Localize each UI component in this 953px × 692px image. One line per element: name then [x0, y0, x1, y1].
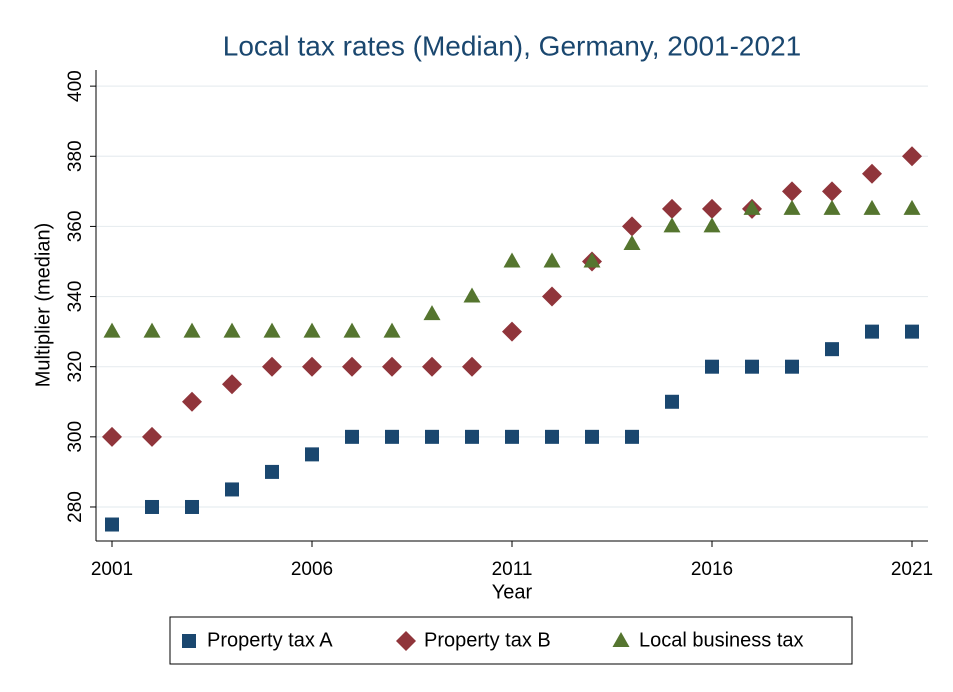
data-point — [502, 321, 522, 342]
data-point — [462, 356, 482, 377]
data-point — [822, 181, 842, 202]
data-point — [585, 429, 599, 444]
data-point — [465, 429, 479, 444]
data-point — [903, 199, 921, 215]
data-point — [422, 356, 442, 377]
x-tick-label: 2006 — [291, 559, 333, 580]
x-axis-label: Year — [492, 581, 533, 603]
data-point — [383, 322, 401, 338]
data-point — [623, 234, 641, 250]
data-point — [703, 217, 721, 233]
data-point — [825, 342, 839, 357]
data-point — [385, 429, 399, 444]
data-point — [862, 163, 882, 184]
legend-marker — [396, 631, 416, 651]
chart-title: Local tax rates (Median), Germany, 2001-… — [223, 30, 801, 61]
data-point — [902, 146, 922, 167]
data-point — [182, 391, 202, 412]
y-tick-label: 280 — [65, 491, 86, 523]
y-tick-label: 340 — [65, 281, 86, 313]
data-point — [865, 324, 879, 339]
data-point — [423, 305, 441, 321]
data-point — [463, 287, 481, 303]
data-point — [143, 322, 161, 338]
data-point — [785, 359, 799, 374]
legend-label: Property tax B — [424, 629, 551, 651]
data-point — [503, 252, 521, 268]
x-tick-label: 2021 — [891, 559, 933, 580]
data-point — [345, 429, 359, 444]
data-point — [185, 499, 199, 514]
data-point — [663, 217, 681, 233]
data-point — [225, 482, 239, 497]
data-point — [905, 324, 919, 339]
y-tick-label: 400 — [65, 70, 86, 102]
y-tick-label: 320 — [65, 351, 86, 383]
data-point — [662, 198, 682, 219]
data-point — [782, 181, 802, 202]
x-tick-label: 2016 — [691, 559, 733, 580]
legend-label: Property tax A — [207, 629, 333, 651]
legend-label: Local business tax — [639, 629, 804, 651]
data-point — [105, 517, 119, 532]
data-point — [303, 322, 321, 338]
data-point — [622, 216, 642, 237]
data-point — [665, 394, 679, 409]
data-point — [583, 252, 601, 268]
data-point — [222, 374, 242, 395]
data-point — [823, 199, 841, 215]
data-point — [625, 429, 639, 444]
x-tick-label: 2011 — [492, 559, 533, 580]
data-point — [382, 356, 402, 377]
x-tick-label: 2001 — [91, 559, 133, 580]
data-point — [545, 429, 559, 444]
data-point — [343, 322, 361, 338]
data-point — [543, 252, 561, 268]
data-point — [145, 499, 159, 514]
data-point — [745, 359, 759, 374]
data-point — [783, 199, 801, 215]
data-point — [302, 356, 322, 377]
legend-box — [169, 616, 853, 665]
data-point — [102, 426, 122, 447]
data-point — [505, 429, 519, 444]
data-point — [223, 322, 241, 338]
data-point — [142, 426, 162, 447]
data-point — [702, 198, 722, 219]
data-point — [103, 322, 121, 338]
legend-marker — [182, 634, 196, 648]
data-point — [425, 429, 439, 444]
data-point — [265, 464, 279, 479]
legend-marker — [612, 632, 630, 647]
data-point — [305, 447, 319, 462]
y-axis-label: Multiplier (median) — [32, 223, 54, 388]
y-tick-label: 300 — [65, 421, 86, 453]
y-tick-label: 360 — [65, 211, 86, 243]
data-point — [863, 199, 881, 215]
data-point — [262, 356, 282, 377]
data-point — [743, 199, 761, 215]
data-point — [183, 322, 201, 338]
data-point — [705, 359, 719, 374]
data-point — [263, 322, 281, 338]
y-tick-label: 380 — [65, 140, 86, 172]
data-point — [542, 286, 562, 307]
data-point — [342, 356, 362, 377]
